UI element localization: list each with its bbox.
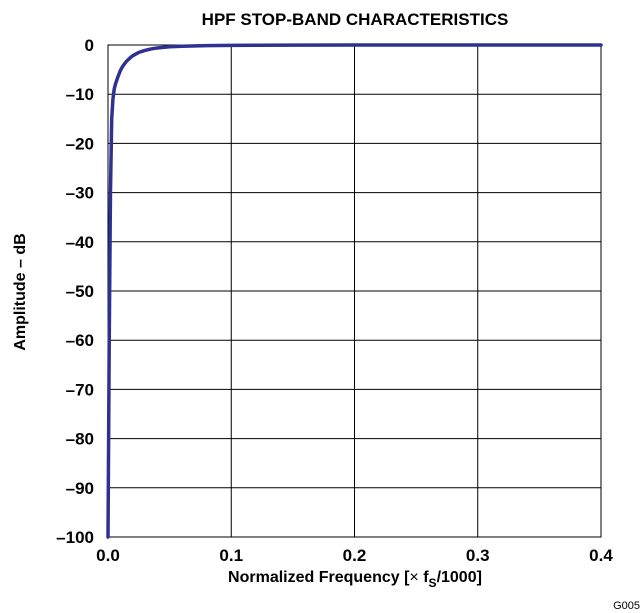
y-tick-label: –90 xyxy=(66,479,94,498)
y-tick-label: –80 xyxy=(66,430,94,449)
x-axis-label-f: f xyxy=(419,569,429,586)
series-layer xyxy=(106,43,603,539)
figure-code: G005 xyxy=(613,600,640,612)
y-tick-label: 0 xyxy=(85,36,94,55)
grid-lines xyxy=(107,44,602,538)
y-tick-label: –20 xyxy=(66,134,94,153)
series-line xyxy=(106,43,603,539)
plot-area xyxy=(106,43,603,539)
y-tick-label: –10 xyxy=(66,85,94,104)
x-tick-labels: 0.0 0.1 0.2 0.3 0.4 xyxy=(96,546,613,565)
times-symbol: × xyxy=(409,569,418,586)
y-tick-label: –40 xyxy=(66,233,94,252)
y-tick-label: –100 xyxy=(56,528,94,547)
x-axis-label: Normalized Frequency [× fS/1000] xyxy=(228,569,482,590)
y-tick-labels: 0 –10 –20 –30 –40 –50 –60 –70 –80 –90 –100 xyxy=(56,36,94,547)
x-tick-label: 0.1 xyxy=(219,546,243,565)
x-axis-label-suffix: /1000] xyxy=(437,569,482,586)
x-tick-label: 0.4 xyxy=(589,546,613,565)
x-tick-label: 0.0 xyxy=(96,546,120,565)
y-tick-label: –60 xyxy=(66,331,94,350)
y-tick-label: –50 xyxy=(66,282,94,301)
x-tick-label: 0.3 xyxy=(466,546,490,565)
y-tick-label: –30 xyxy=(66,184,94,203)
y-axis-label: Amplitude – dB xyxy=(12,233,29,350)
y-tick-label: –70 xyxy=(66,380,94,399)
x-axis-label-prefix: Normalized Frequency [ xyxy=(228,569,410,586)
x-axis-label-subscript: S xyxy=(429,576,437,590)
chart-title: HPF STOP-BAND CHARACTERISTICS xyxy=(202,10,509,29)
x-tick-label: 0.2 xyxy=(343,546,367,565)
